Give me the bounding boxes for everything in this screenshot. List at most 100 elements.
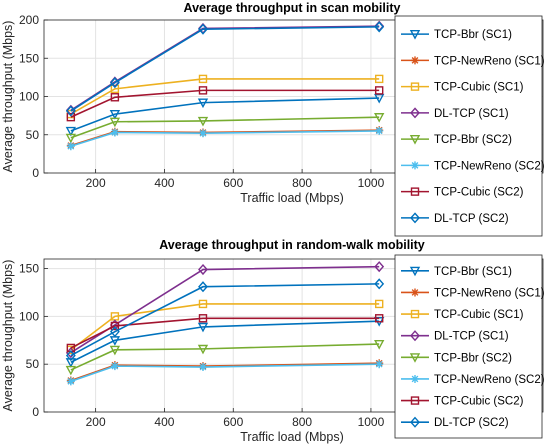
series-line	[70, 116, 380, 139]
data-point	[65, 358, 77, 368]
legend: TCP-Bbr (SC1) TCP-NewReno (SC1) TCP-Cubic …	[394, 254, 545, 439]
x-tick-label: 1000	[358, 176, 385, 190]
legend-entry: TCP-Bbr (SC2)	[401, 352, 512, 364]
legend-marker	[410, 212, 420, 224]
legend-entry: DL-TCP (SC1)	[401, 107, 509, 120]
data-point	[66, 377, 75, 386]
data-point	[109, 345, 121, 356]
legend-entry: DL-TCP (SC2)	[401, 212, 509, 225]
data-point	[374, 113, 385, 123]
data-point	[65, 365, 77, 376]
legend-label: TCP-NewReno (SC1)	[434, 287, 545, 299]
legend-marker	[410, 309, 420, 319]
data-point	[375, 360, 384, 369]
series-line	[70, 78, 380, 115]
series-4	[65, 113, 385, 144]
legend-label: TCP-Cubic (SC2)	[434, 187, 524, 199]
legend-entry: TCP-NewReno (SC1)	[401, 287, 545, 299]
series-line	[70, 303, 380, 351]
chart-random-walk-mobility: 200400600800100012001400050100150Average…	[1, 238, 545, 444]
y-tick-label: 200	[19, 13, 39, 27]
data-point	[374, 93, 385, 104]
legend-label: TCP-Cubic (SC1)	[434, 82, 524, 94]
data-point	[198, 314, 208, 323]
data-point	[65, 105, 76, 117]
data-point	[110, 93, 120, 102]
y-tick-label: 150	[19, 262, 39, 276]
data-point	[109, 117, 121, 128]
series-line	[70, 130, 380, 147]
legend-marker	[410, 396, 420, 405]
legend-box	[394, 15, 543, 237]
data-point	[110, 128, 119, 137]
x-tick-label: 800	[292, 176, 312, 190]
data-point	[198, 129, 207, 138]
data-point	[375, 126, 384, 135]
legend-marker	[410, 330, 420, 342]
legend-label: TCP-Cubic (SC2)	[434, 396, 524, 408]
legend-entry: DL-TCP (SC1)	[401, 330, 509, 343]
data-point	[197, 344, 209, 355]
data-point	[374, 74, 384, 84]
data-point	[198, 86, 208, 95]
series-2	[66, 74, 384, 119]
legend-marker	[410, 82, 420, 91]
data-point	[374, 261, 385, 273]
data-point	[109, 77, 120, 89]
legend-marker	[410, 416, 420, 428]
data-point	[374, 21, 385, 33]
legend-entry: TCP-Cubic (SC2)	[401, 187, 524, 199]
legend-marker	[409, 353, 421, 363]
series-0	[65, 93, 385, 137]
legend-label: TCP-NewReno (SC2)	[434, 374, 545, 386]
series-5	[66, 126, 384, 151]
series-5	[66, 360, 384, 386]
legend-label: TCP-Bbr (SC2)	[434, 134, 512, 146]
data-point	[198, 281, 208, 293]
x-tick-label: 1000	[358, 415, 385, 429]
data-point	[374, 278, 385, 290]
legend-label: TCP-NewReno (SC1)	[434, 55, 545, 67]
data-point	[110, 321, 120, 331]
series-line	[70, 265, 380, 354]
legend-entry: TCP-NewReno (SC2)	[401, 374, 545, 386]
y-tick-label: 0	[32, 166, 39, 180]
series-4	[65, 340, 385, 376]
data-point	[374, 340, 385, 350]
data-point	[374, 314, 384, 323]
x-tick-label: 400	[154, 176, 174, 190]
series-7	[65, 21, 385, 117]
data-point	[198, 74, 208, 84]
series-line	[70, 97, 380, 132]
x-tick-label: 200	[86, 176, 106, 190]
series-line	[70, 343, 380, 371]
legend-label: DL-TCP (SC2)	[434, 417, 509, 429]
legend-marker	[410, 187, 420, 196]
x-axis-label: Traffic load (Mbps)	[240, 430, 344, 444]
data-point	[198, 299, 208, 309]
legend-marker	[409, 135, 421, 145]
legend-label: TCP-Bbr (SC1)	[434, 266, 512, 278]
legend-label: DL-TCP (SC2)	[434, 213, 509, 225]
series-6	[66, 314, 384, 353]
legend-marker	[409, 266, 421, 277]
chart-title: Average throughput in random-walk mobili…	[159, 238, 425, 252]
data-point	[109, 109, 121, 120]
data-point	[374, 86, 384, 95]
data-point	[374, 299, 384, 309]
legend-entry: TCP-Bbr (SC1)	[401, 29, 512, 41]
series-line	[70, 362, 380, 382]
data-point	[110, 362, 119, 371]
data-point	[197, 98, 209, 109]
data-point	[197, 322, 209, 333]
data-point	[66, 142, 75, 151]
y-tick-label: 150	[19, 51, 39, 65]
series-line	[70, 26, 380, 112]
legend-entry: DL-TCP (SC2)	[401, 416, 509, 429]
data-point	[197, 116, 209, 127]
chart-title: Average throughput in scan mobility	[184, 1, 401, 15]
data-point	[65, 126, 77, 137]
legend: TCP-Bbr (SC1) TCP-NewReno (SC1) TCP-Cubic …	[394, 15, 545, 237]
chart-scan-mobility: 200400600800100012001400050100150200Aver…	[1, 1, 545, 237]
